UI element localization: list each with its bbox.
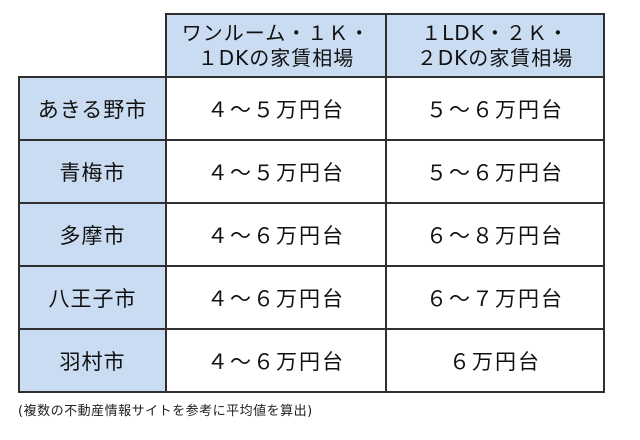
rent-family-value: ６～７万円台 [385,265,605,330]
header-1ldk-2k-2dk: １LDK・２Ｋ・ ２DKの家賃相場 [385,13,605,78]
table-row: 八王子市 ４～６万円台 ６～７万円台 [18,265,605,330]
city-name: 羽村市 [18,328,167,393]
city-name: 八王子市 [18,265,167,330]
header-family-line-1: １LDK・２Ｋ・ [421,20,569,45]
rent-family-value: ６～８万円台 [385,202,605,267]
city-name: あきる野市 [18,76,167,141]
header-studio-line-1: ワンルーム・１Ｋ・ [181,20,371,45]
rent-studio-value: ４～６万円台 [165,202,387,267]
city-name: 多摩市 [18,202,167,267]
rent-family-value: ６万円台 [385,328,605,393]
source-note: (複数の不動産情報サイトを参考に平均値を算出) [18,404,313,419]
rent-family-value: ５～６万円台 [385,76,605,141]
header-family-line-2: ２DKの家賃相場 [416,45,574,70]
header-studio-1k-1dk: ワンルーム・１Ｋ・ １DKの家賃相場 [165,13,387,78]
header-studio-line-2: １DKの家賃相場 [197,45,355,70]
table-row: 羽村市 ４～６万円台 ６万円台 [18,328,605,393]
empty-corner-cell [18,13,167,78]
table-row: 多摩市 ４～６万円台 ６～８万円台 [18,202,605,267]
rent-comparison-table: ワンルーム・１Ｋ・ １DKの家賃相場 １LDK・２Ｋ・ ２DKの家賃相場 あきる… [18,13,605,393]
rent-studio-value: ４～５万円台 [165,76,387,141]
rent-studio-value: ４～５万円台 [165,139,387,204]
table-row: 青梅市 ４～５万円台 ５～６万円台 [18,139,605,204]
city-name: 青梅市 [18,139,167,204]
table-row: あきる野市 ４～５万円台 ５～６万円台 [18,76,605,141]
rent-family-value: ５～６万円台 [385,139,605,204]
rent-studio-value: ４～６万円台 [165,265,387,330]
rent-studio-value: ４～６万円台 [165,328,387,393]
table-header-row: ワンルーム・１Ｋ・ １DKの家賃相場 １LDK・２Ｋ・ ２DKの家賃相場 [18,13,605,78]
